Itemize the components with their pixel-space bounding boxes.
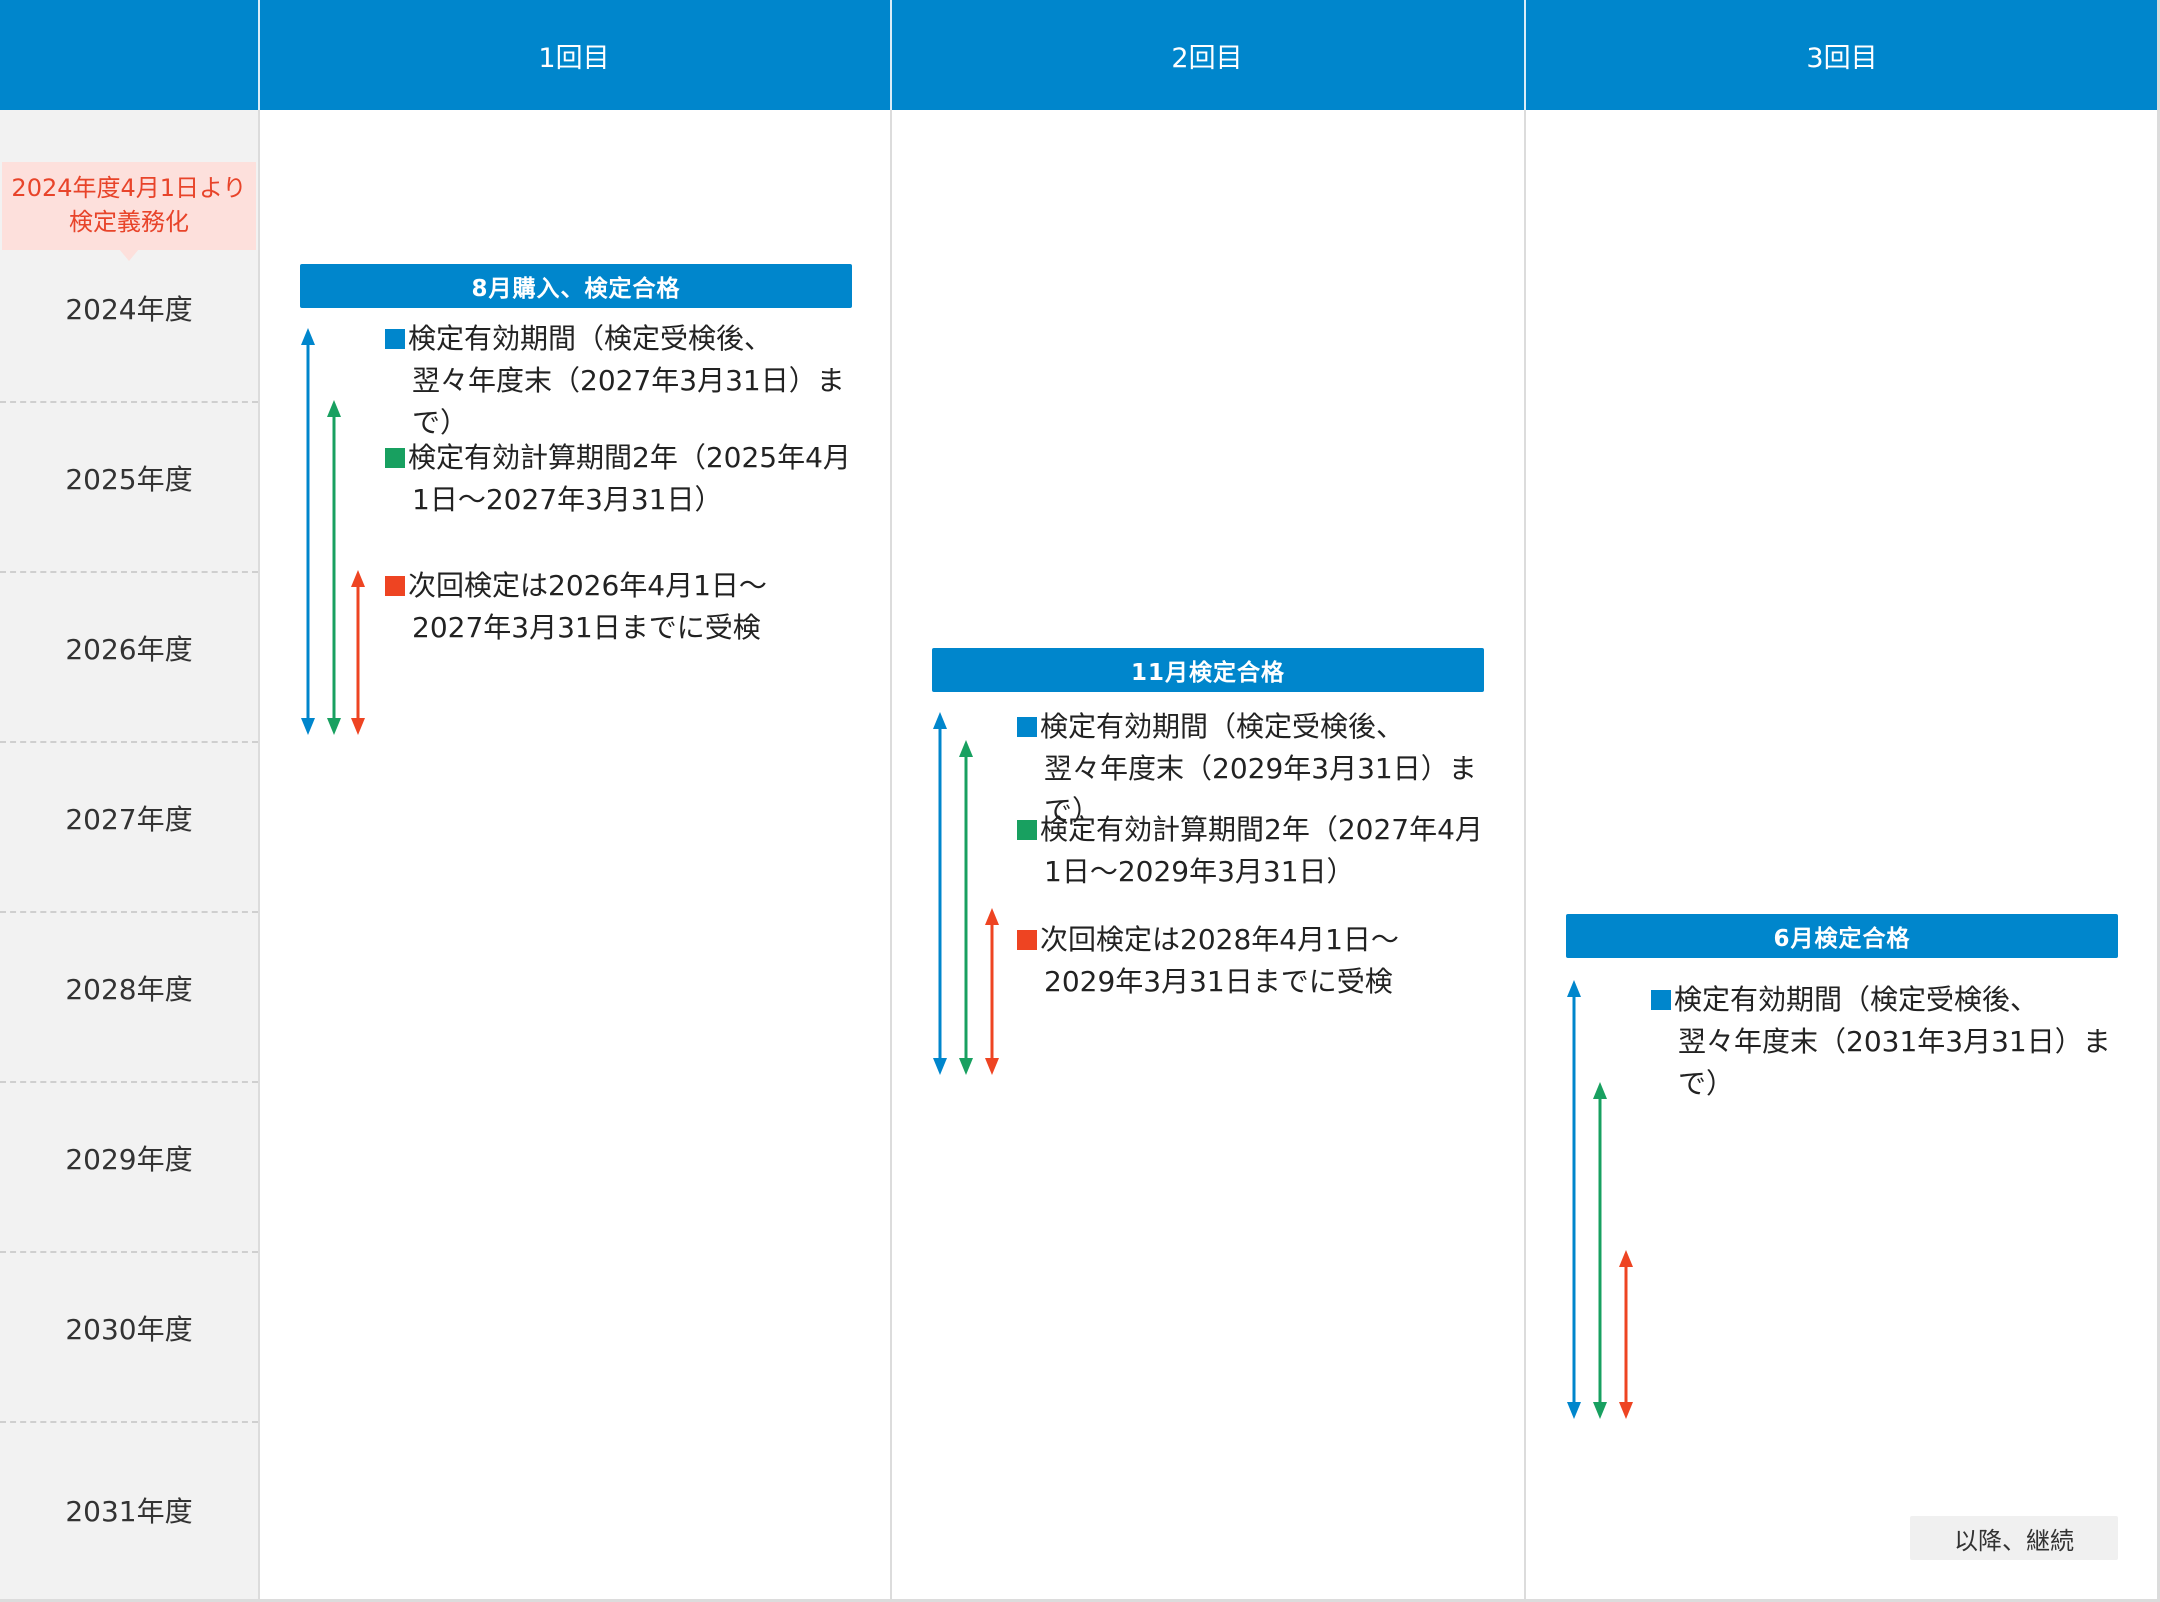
year-divider bbox=[0, 1421, 258, 1423]
column-header-round-3: 3回目 bbox=[1806, 42, 1878, 74]
arrowhead-up bbox=[351, 570, 365, 587]
arrowhead-up bbox=[1593, 1082, 1607, 1099]
year-divider bbox=[0, 401, 258, 403]
arrowhead-up bbox=[959, 740, 973, 757]
next-inspection-line-2: 2027年3月31日までに受検 bbox=[412, 611, 761, 644]
round-1-valid-period: 検定有効期間（検定受検後、 翌々年度末（2027年3月31日）まで） bbox=[385, 318, 865, 444]
arrowhead-up bbox=[1567, 980, 1581, 997]
year-label-2028: 2028年度 bbox=[65, 973, 193, 1006]
arrowhead-up bbox=[1619, 1250, 1633, 1267]
year-label-2025: 2025年度 bbox=[65, 463, 193, 496]
red-square-icon bbox=[385, 576, 405, 596]
year-column bbox=[0, 110, 258, 1602]
round-2-badge: 11月検定合格 bbox=[932, 648, 1484, 692]
arrowhead-down bbox=[985, 1058, 999, 1075]
round-2-calc-period: 検定有効計算期間2年（2027年4月 1日〜2029年3月31日） bbox=[1017, 809, 1507, 893]
round-2-arrows bbox=[933, 712, 999, 1075]
next-inspection-line-1: 次回検定は2026年4月1日〜 bbox=[408, 569, 767, 602]
header-divider bbox=[1524, 0, 1526, 110]
header-divider bbox=[258, 0, 260, 110]
valid-period-line-1: 検定有効期間（検定受検後、 bbox=[1040, 710, 1405, 743]
round-1-arrows bbox=[301, 328, 365, 735]
round-3-arrows bbox=[1567, 980, 1633, 1419]
header-bar bbox=[0, 0, 2160, 110]
arrowhead-up bbox=[933, 712, 947, 729]
green-square-icon bbox=[1017, 820, 1037, 840]
arrowhead-up bbox=[301, 328, 315, 345]
year-label-2030: 2030年度 bbox=[65, 1313, 193, 1346]
arrowhead-down bbox=[301, 718, 315, 735]
year-divider bbox=[0, 741, 258, 743]
round-2-next-inspection: 次回検定は2028年4月1日〜 2029年3月31日までに受検 bbox=[1017, 919, 1507, 1003]
arrowhead-up bbox=[327, 400, 341, 417]
round-1-badge: 8月購入、検定合格 bbox=[300, 264, 852, 308]
valid-period-line-2: 翌々年度末（2027年3月31日）まで） bbox=[412, 364, 845, 439]
valid-period-line-1: 検定有効期間（検定受検後、 bbox=[408, 322, 773, 355]
arrowhead-down bbox=[1567, 1402, 1581, 1419]
calc-period-line-1: 検定有効計算期間2年（2025年4月 bbox=[408, 441, 851, 474]
year-label-2026: 2026年度 bbox=[65, 633, 193, 666]
table-border-bottom bbox=[0, 1599, 2160, 1602]
arrowhead-down bbox=[1619, 1402, 1633, 1419]
arrowhead-down bbox=[351, 718, 365, 735]
year-divider bbox=[0, 1251, 258, 1253]
red-square-icon bbox=[1017, 930, 1037, 950]
round-1-next-inspection: 次回検定は2026年4月1日〜 2027年3月31日までに受検 bbox=[385, 565, 865, 649]
arrowhead-down bbox=[933, 1058, 947, 1075]
next-inspection-line-1: 次回検定は2028年4月1日〜 bbox=[1040, 923, 1399, 956]
valid-period-line-2: 翌々年度末（2031年3月31日）まで） bbox=[1678, 1025, 2111, 1100]
arrowhead-down bbox=[327, 718, 341, 735]
arrowhead-up bbox=[985, 908, 999, 925]
blue-square-icon bbox=[385, 329, 405, 349]
valid-period-line-2: 翌々年度末（2029年3月31日）まで） bbox=[1044, 752, 1477, 827]
next-inspection-line-2: 2029年3月31日までに受検 bbox=[1044, 965, 1393, 998]
blue-square-icon bbox=[1017, 717, 1037, 737]
column-header-round-2: 2回目 bbox=[1171, 42, 1243, 74]
notice-line-1: 2024年度4月1日より bbox=[11, 174, 247, 202]
mandatory-inspection-notice: 2024年度4月1日より 検定義務化 bbox=[2, 162, 256, 250]
year-divider bbox=[0, 911, 258, 913]
continuation-label: 以降、継続 bbox=[1910, 1516, 2118, 1560]
calc-period-line-2: 1日〜2029年3月31日） bbox=[1044, 855, 1355, 888]
calc-period-line-2: 1日〜2027年3月31日） bbox=[412, 483, 723, 516]
column-divider bbox=[1524, 110, 1526, 1602]
round-1-calc-period: 検定有効計算期間2年（2025年4月 1日〜2027年3月31日） bbox=[385, 437, 865, 521]
year-divider bbox=[0, 571, 258, 573]
header-divider bbox=[890, 0, 892, 110]
year-label-2031: 2031年度 bbox=[65, 1495, 193, 1528]
column-header-round-1: 1回目 bbox=[538, 42, 610, 74]
green-square-icon bbox=[385, 448, 405, 468]
column-divider bbox=[890, 110, 892, 1602]
column-divider bbox=[258, 110, 260, 1602]
notice-pointer bbox=[119, 249, 139, 261]
round-3-badge: 6月検定合格 bbox=[1566, 914, 2118, 958]
round-2-valid-period: 検定有効期間（検定受検後、 翌々年度末（2029年3月31日）まで） bbox=[1017, 706, 1507, 832]
year-label-2024: 2024年度 bbox=[65, 293, 193, 326]
notice-line-2: 検定義務化 bbox=[69, 208, 189, 236]
table-border-right bbox=[2157, 0, 2160, 1602]
arrowhead-down bbox=[959, 1058, 973, 1075]
round-3-valid-period: 検定有効期間（検定受検後、 翌々年度末（2031年3月31日）まで） bbox=[1651, 979, 2141, 1105]
calc-period-line-1: 検定有効計算期間2年（2027年4月 bbox=[1040, 813, 1483, 846]
year-divider bbox=[0, 1081, 258, 1083]
year-label-2029: 2029年度 bbox=[65, 1143, 193, 1176]
year-label-2027: 2027年度 bbox=[65, 803, 193, 836]
valid-period-line-1: 検定有効期間（検定受検後、 bbox=[1674, 983, 2039, 1016]
arrowhead-down bbox=[1593, 1402, 1607, 1419]
blue-square-icon bbox=[1651, 990, 1671, 1010]
